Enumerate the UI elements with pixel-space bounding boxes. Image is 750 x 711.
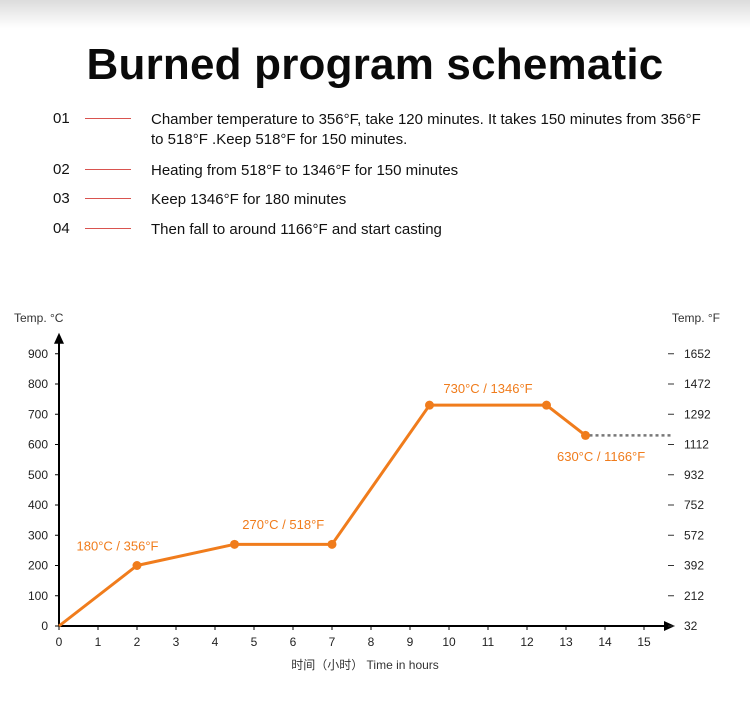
y-tick-label-left: 100 xyxy=(28,589,48,603)
y-tick-label-left: 900 xyxy=(28,347,48,361)
series-line xyxy=(58,403,587,628)
x-axis-label: 时间（小时） Time in hours xyxy=(291,658,439,672)
data-label: 730°C / 1346°F xyxy=(443,381,532,396)
y-tick-label-left: 0 xyxy=(41,619,48,633)
step-divider xyxy=(85,228,131,229)
x-tick-label: 11 xyxy=(482,635,495,649)
y-tick-label-right: 1112 xyxy=(684,438,709,452)
step-number: 04 xyxy=(53,220,70,237)
y-tick-label-left: 500 xyxy=(28,468,48,482)
data-point xyxy=(327,539,337,549)
step-number: 01 xyxy=(53,110,70,127)
x-tick-label: 13 xyxy=(559,635,573,649)
y-tick-label-right: 392 xyxy=(684,559,704,573)
y-tick-label-right: 752 xyxy=(684,498,704,512)
step-text: Then fall to around 1166°F and start cas… xyxy=(151,221,442,238)
y-tick-label-right: 1652 xyxy=(684,347,711,361)
step-number: 02 xyxy=(53,161,70,178)
y-tick-label-right: 1292 xyxy=(684,407,711,421)
y-tick-label-right: 1472 xyxy=(684,377,711,391)
data-point xyxy=(230,539,239,549)
x-tick-label: 2 xyxy=(134,635,141,649)
chart-marks: 180°C / 356°F 270°C / 518°F 730°C / 1346°F… xyxy=(58,381,673,628)
data-label: 180°C / 356°F xyxy=(77,538,159,553)
y-tick-label-left: 800 xyxy=(28,377,48,391)
data-point xyxy=(425,400,434,410)
x-tick-label: 9 xyxy=(407,635,414,649)
x-tick-label: 10 xyxy=(442,635,456,649)
step-number: 03 xyxy=(53,190,70,207)
top-shade xyxy=(0,0,750,28)
x-tick-label: 4 xyxy=(212,635,219,649)
x-tick-label: 0 xyxy=(56,635,63,649)
y-axis-arrow xyxy=(54,332,64,344)
axes: 0 1 2 3 4 5 6 7 8 9 10 11 12 13 14 15010020030040050060… xyxy=(28,332,711,649)
page-title: Burned program schematic xyxy=(86,40,664,89)
x-tick-label: 14 xyxy=(598,635,612,649)
x-tick-label: 3 xyxy=(173,635,180,649)
y-tick-label-left: 300 xyxy=(28,528,48,542)
x-tick-label: 15 xyxy=(637,635,651,649)
data-label: 630°C / 1166°F xyxy=(557,449,645,464)
step-text: Keep 1346°F for 180 minutes xyxy=(151,191,347,208)
y-tick-label-right: 572 xyxy=(684,528,704,542)
y-tick-label-left: 700 xyxy=(28,407,48,421)
step-text: Chamber temperature to 356°F, take 120 m… xyxy=(151,111,701,148)
x-tick-label: 5 xyxy=(251,635,258,649)
x-tick-label: 12 xyxy=(520,635,534,649)
step-text: Heating from 518°F to 1346°F for 150 min… xyxy=(151,162,459,179)
y-axis-label-right: Temp. °F xyxy=(672,311,720,325)
y-tick-label-right: 932 xyxy=(684,468,704,482)
data-point xyxy=(542,400,551,410)
y-tick-label-left: 200 xyxy=(28,559,48,573)
data-point xyxy=(132,561,142,570)
x-tick-label: 6 xyxy=(290,635,297,649)
x-tick-label: 7 xyxy=(329,635,336,649)
step-divider xyxy=(85,198,131,199)
data-label: 270°C / 518°F xyxy=(242,517,324,532)
step-divider xyxy=(85,118,131,119)
y-tick-label-left: 400 xyxy=(28,498,48,512)
x-tick-label: 1 xyxy=(95,635,102,649)
y-tick-label-left: 600 xyxy=(28,438,48,452)
step-divider xyxy=(85,169,131,170)
y-axis-label-left: Temp. °C xyxy=(14,311,64,325)
y-tick-label-right: 212 xyxy=(684,589,704,603)
y-tick-label-right: 32 xyxy=(684,619,698,633)
x-tick-label: 8 xyxy=(368,635,375,649)
data-point xyxy=(581,430,590,440)
